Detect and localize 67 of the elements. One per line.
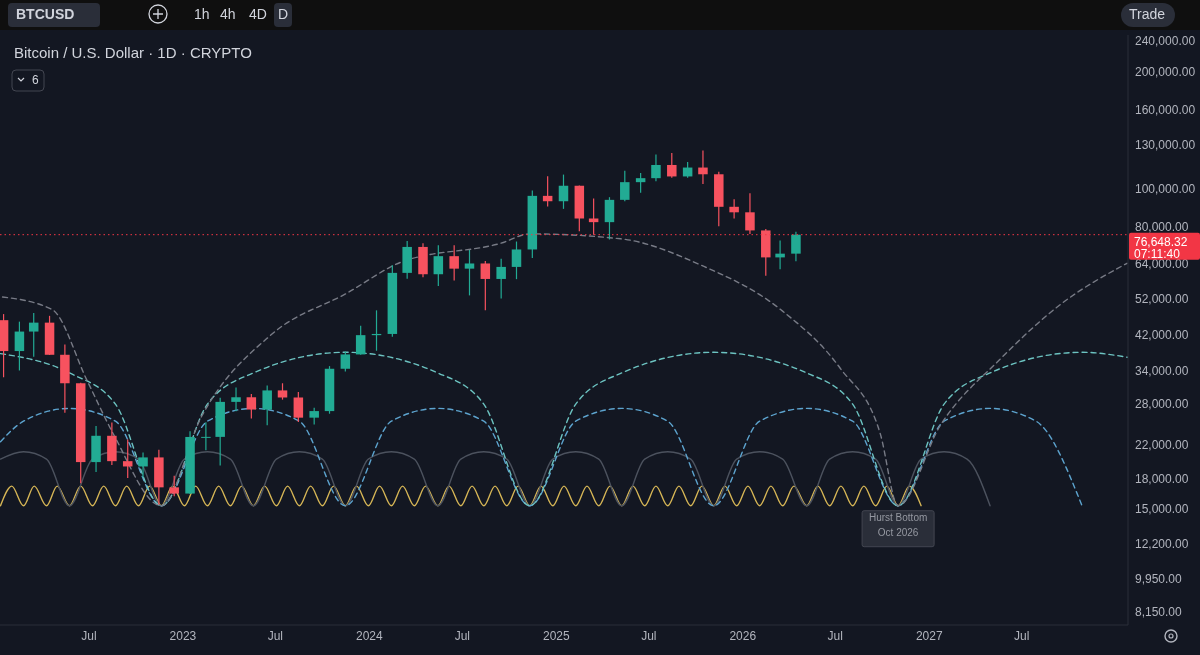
y-tick-label: 22,000.00 — [1135, 437, 1189, 452]
x-tick-label: Jul — [827, 629, 843, 644]
y-tick-label: 12,200.00 — [1135, 537, 1189, 552]
candlestick — [231, 386, 241, 412]
x-tick-label: Jul — [267, 629, 284, 644]
candlestick — [620, 170, 630, 202]
y-tick-label: 80,000.00 — [1135, 219, 1189, 234]
candlestick — [28, 312, 39, 358]
candlestick — [635, 172, 646, 194]
x-tick-label: 2024 — [356, 629, 384, 644]
y-tick-label: 130,000.00 — [1135, 137, 1196, 152]
x-tick-label: Jul — [454, 629, 471, 644]
candlestick — [293, 391, 304, 423]
candlestick — [729, 198, 739, 219]
candlestick — [246, 393, 257, 420]
text: D — [278, 5, 289, 22]
candlestick — [464, 249, 475, 296]
text: 4h — [220, 5, 236, 22]
ref-line-label: 76,648.32 — [1134, 234, 1188, 249]
text: BTCUSD — [16, 5, 75, 22]
text: 1h — [194, 5, 210, 22]
y-tick-label: 52,000.00 — [1135, 292, 1189, 307]
x-tick-label: 2023 — [169, 629, 197, 644]
y-tick-label: 18,000.00 — [1135, 471, 1189, 486]
y-tick-label: 15,000.00 — [1135, 502, 1189, 517]
candlestick — [122, 438, 133, 479]
candlestick — [340, 350, 351, 373]
line-series — [1, 233, 1128, 507]
candlestick — [745, 192, 755, 235]
candlestick — [262, 384, 272, 426]
y-tick-label: 240,000.00 — [1135, 34, 1196, 49]
y-tick-label: 34,000.00 — [1135, 364, 1189, 379]
text: 4D — [249, 5, 267, 22]
annotation: Hurst Bottom Oct 2026 — [868, 512, 928, 539]
y-tick-label: 9,950.00 — [1135, 571, 1183, 586]
candlestick — [433, 244, 444, 287]
y-tick-label: 8,150.00 — [1135, 605, 1183, 620]
candlestick — [698, 149, 708, 185]
y-tick-label: 64,000.00 — [1135, 257, 1189, 272]
candlestick — [791, 231, 801, 262]
text: Bitcoin / U.S. Dollar · 1D · CRYPTO — [14, 43, 252, 61]
x-tick-label: Jul — [1014, 629, 1030, 644]
candlestick — [496, 258, 506, 300]
candlestick — [138, 451, 148, 479]
x-tick-label: 2025 — [542, 629, 571, 644]
candlestick — [14, 321, 25, 372]
candlestick — [169, 475, 179, 497]
y-tick-label: 42,000.00 — [1135, 328, 1189, 343]
candlestick — [667, 152, 677, 179]
candlestick — [511, 240, 522, 280]
y-tick-label: 100,000.00 — [1135, 181, 1196, 196]
candlestick — [480, 260, 491, 311]
x-tick-label: 2027 — [915, 629, 943, 644]
candlestick — [558, 173, 569, 210]
candlestick — [355, 325, 366, 356]
annotation: 6 — [32, 73, 39, 88]
candlestick — [449, 244, 459, 282]
x-tick-label: 2026 — [729, 629, 757, 644]
candlestick — [201, 421, 211, 451]
candlestick — [651, 153, 661, 182]
y-tick-label: 200,000.00 — [1135, 64, 1196, 79]
candlestick — [604, 196, 615, 241]
x-tick-label: Jul — [81, 629, 97, 644]
y-tick-label: 160,000.00 — [1135, 102, 1196, 117]
text: Trade — [1129, 5, 1166, 22]
x-tick-label: Jul — [641, 629, 657, 644]
y-tick-label: 28,000.00 — [1135, 396, 1189, 411]
